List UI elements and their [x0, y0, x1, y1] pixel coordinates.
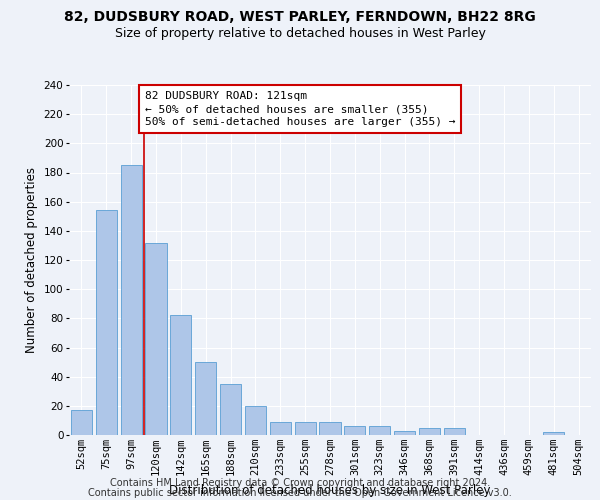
Text: Contains public sector information licensed under the Open Government Licence v3: Contains public sector information licen… [88, 488, 512, 498]
Bar [71, 410, 92, 435]
Bar [444, 428, 465, 435]
Bar [121, 165, 142, 435]
Bar [170, 316, 191, 435]
Bar [344, 426, 365, 435]
Bar [394, 430, 415, 435]
Bar [245, 406, 266, 435]
Bar [96, 210, 117, 435]
Bar [220, 384, 241, 435]
Bar [369, 426, 390, 435]
Text: Size of property relative to detached houses in West Parley: Size of property relative to detached ho… [115, 28, 485, 40]
Bar [419, 428, 440, 435]
Bar [543, 432, 564, 435]
Bar [195, 362, 216, 435]
Text: 82 DUDSBURY ROAD: 121sqm
← 50% of detached houses are smaller (355)
50% of semi-: 82 DUDSBURY ROAD: 121sqm ← 50% of detach… [145, 91, 455, 127]
Bar [295, 422, 316, 435]
Text: 82, DUDSBURY ROAD, WEST PARLEY, FERNDOWN, BH22 8RG: 82, DUDSBURY ROAD, WEST PARLEY, FERNDOWN… [64, 10, 536, 24]
Y-axis label: Number of detached properties: Number of detached properties [25, 167, 38, 353]
Bar [145, 242, 167, 435]
Bar [319, 422, 341, 435]
X-axis label: Distribution of detached houses by size in West Parley: Distribution of detached houses by size … [169, 484, 491, 496]
Text: Contains HM Land Registry data © Crown copyright and database right 2024.: Contains HM Land Registry data © Crown c… [110, 478, 490, 488]
Bar [270, 422, 291, 435]
